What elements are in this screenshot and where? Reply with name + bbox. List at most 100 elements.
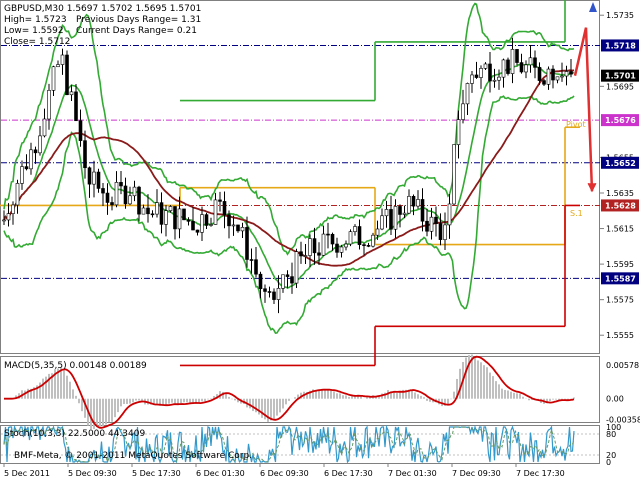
- candle-body: [200, 214, 204, 233]
- low-value: Low= 1.5592: [4, 26, 64, 36]
- candle-body: [452, 144, 456, 205]
- price-label-text: 1.5628: [605, 201, 636, 210]
- candle-body: [488, 63, 492, 82]
- candle-body: [150, 213, 155, 216]
- candle-body: [83, 140, 87, 169]
- prev-days-range: Previous Days Range= 1.31: [76, 15, 201, 25]
- candle-body: [434, 216, 438, 224]
- candle-body: [506, 59, 510, 74]
- current-days-range: Current Days Range= 0.21: [76, 26, 197, 36]
- candle-body: [357, 226, 362, 245]
- time-tick-label: 7 Dec 01:30: [388, 469, 437, 478]
- price-tick-label: 1.5695: [606, 82, 634, 91]
- candle-body: [272, 291, 276, 300]
- candle-body: [236, 224, 240, 232]
- bollinger-lower: [3, 95, 575, 334]
- s1-label: S.1: [570, 209, 583, 218]
- price-label-text: 1.5701: [605, 72, 636, 81]
- candle-body: [20, 166, 24, 184]
- candle-body: [326, 233, 330, 236]
- macd-panel-frame: [0, 356, 600, 423]
- candle-body: [393, 206, 398, 230]
- candle-body: [389, 209, 393, 230]
- candle-body: [447, 203, 452, 226]
- candle-body: [56, 64, 60, 68]
- candle-body: [195, 229, 200, 233]
- price-label-box: [601, 69, 639, 82]
- candle-body: [420, 199, 425, 222]
- stoch-tick-label: 0: [606, 458, 611, 467]
- candle-body: [308, 238, 312, 256]
- candle-body: [285, 274, 290, 277]
- candle-body: [96, 171, 101, 189]
- macd-label: MACD(5,35,5) 0.00148 0.00189: [4, 361, 147, 371]
- candle-body: [492, 79, 497, 82]
- candle-body: [218, 199, 222, 202]
- candle-body: [33, 149, 38, 154]
- candle-body: [87, 167, 92, 185]
- price-label-text: 1.5718: [605, 41, 636, 50]
- candle-body: [254, 259, 258, 275]
- candle-body: [281, 274, 285, 289]
- pivot-label: Pivot: [566, 120, 586, 129]
- stoch-label: Stoch(10,3,3) 22.5000 44.3409: [4, 429, 145, 439]
- candle-body: [375, 228, 380, 236]
- candle-body: [263, 288, 267, 292]
- candle-body: [402, 212, 407, 215]
- price-label-text: 1.5652: [605, 159, 636, 168]
- price-tick-label: 1.5735: [606, 11, 634, 20]
- candle-body: [497, 76, 501, 81]
- candle-body: [290, 276, 294, 284]
- candle-body: [6, 213, 11, 221]
- candle-body: [569, 71, 573, 75]
- symbol-quote: GBPUSD,M30 1.5697 1.5702 1.5695 1.5701: [4, 4, 201, 14]
- candle-body: [240, 227, 245, 232]
- candle-body: [429, 216, 434, 232]
- price-tick-label: 1.5595: [606, 260, 634, 269]
- candle-body: [186, 219, 191, 222]
- candle-body: [105, 192, 110, 203]
- candle-body: [231, 224, 236, 227]
- candle-body: [24, 166, 29, 170]
- projection-arrowhead: [587, 182, 597, 193]
- candle-body: [123, 185, 128, 205]
- candle-body: [443, 224, 447, 240]
- candle-body: [303, 255, 308, 257]
- candle-body: [47, 90, 51, 120]
- candle-body: [191, 221, 195, 231]
- stoch-tick-label: 80: [606, 430, 616, 439]
- candle-body: [245, 227, 249, 260]
- time-tick-label: 6 Dec 17:30: [324, 469, 373, 478]
- candle-body: [515, 49, 519, 63]
- stoch-signal-line: [3, 426, 575, 464]
- candle-body: [141, 207, 146, 215]
- price-tick-label: 1.5635: [606, 189, 634, 198]
- candle-body: [537, 67, 542, 81]
- candle-body: [335, 243, 339, 253]
- candle-body: [101, 188, 105, 194]
- close-value: Close= 1.5712: [4, 37, 70, 47]
- candle-body: [564, 71, 569, 77]
- candle-body: [42, 118, 47, 137]
- candle-body: [119, 182, 123, 187]
- footer-copyright: BMF-Meta, © 2001-2011 MetaQuotes Softwar…: [14, 451, 252, 461]
- candle-body: [465, 83, 470, 105]
- candle-body: [159, 202, 164, 225]
- candle-body: [128, 195, 132, 205]
- time-tick-label: 6 Dec 09:30: [260, 469, 309, 478]
- candle-body: [380, 215, 384, 230]
- price-label-box: [601, 156, 639, 169]
- price-label-box: [601, 39, 639, 52]
- candle-body: [78, 120, 83, 141]
- candle-body: [155, 202, 159, 215]
- price-tick-label: 1.5615: [606, 225, 634, 234]
- candle-body: [29, 149, 33, 170]
- candle-body: [11, 204, 15, 214]
- candle-body: [317, 252, 321, 256]
- candle-body: [182, 208, 186, 221]
- candle-body: [137, 186, 141, 215]
- price-label-box: [601, 114, 639, 127]
- candle-body: [209, 224, 213, 226]
- candle-body: [339, 246, 344, 253]
